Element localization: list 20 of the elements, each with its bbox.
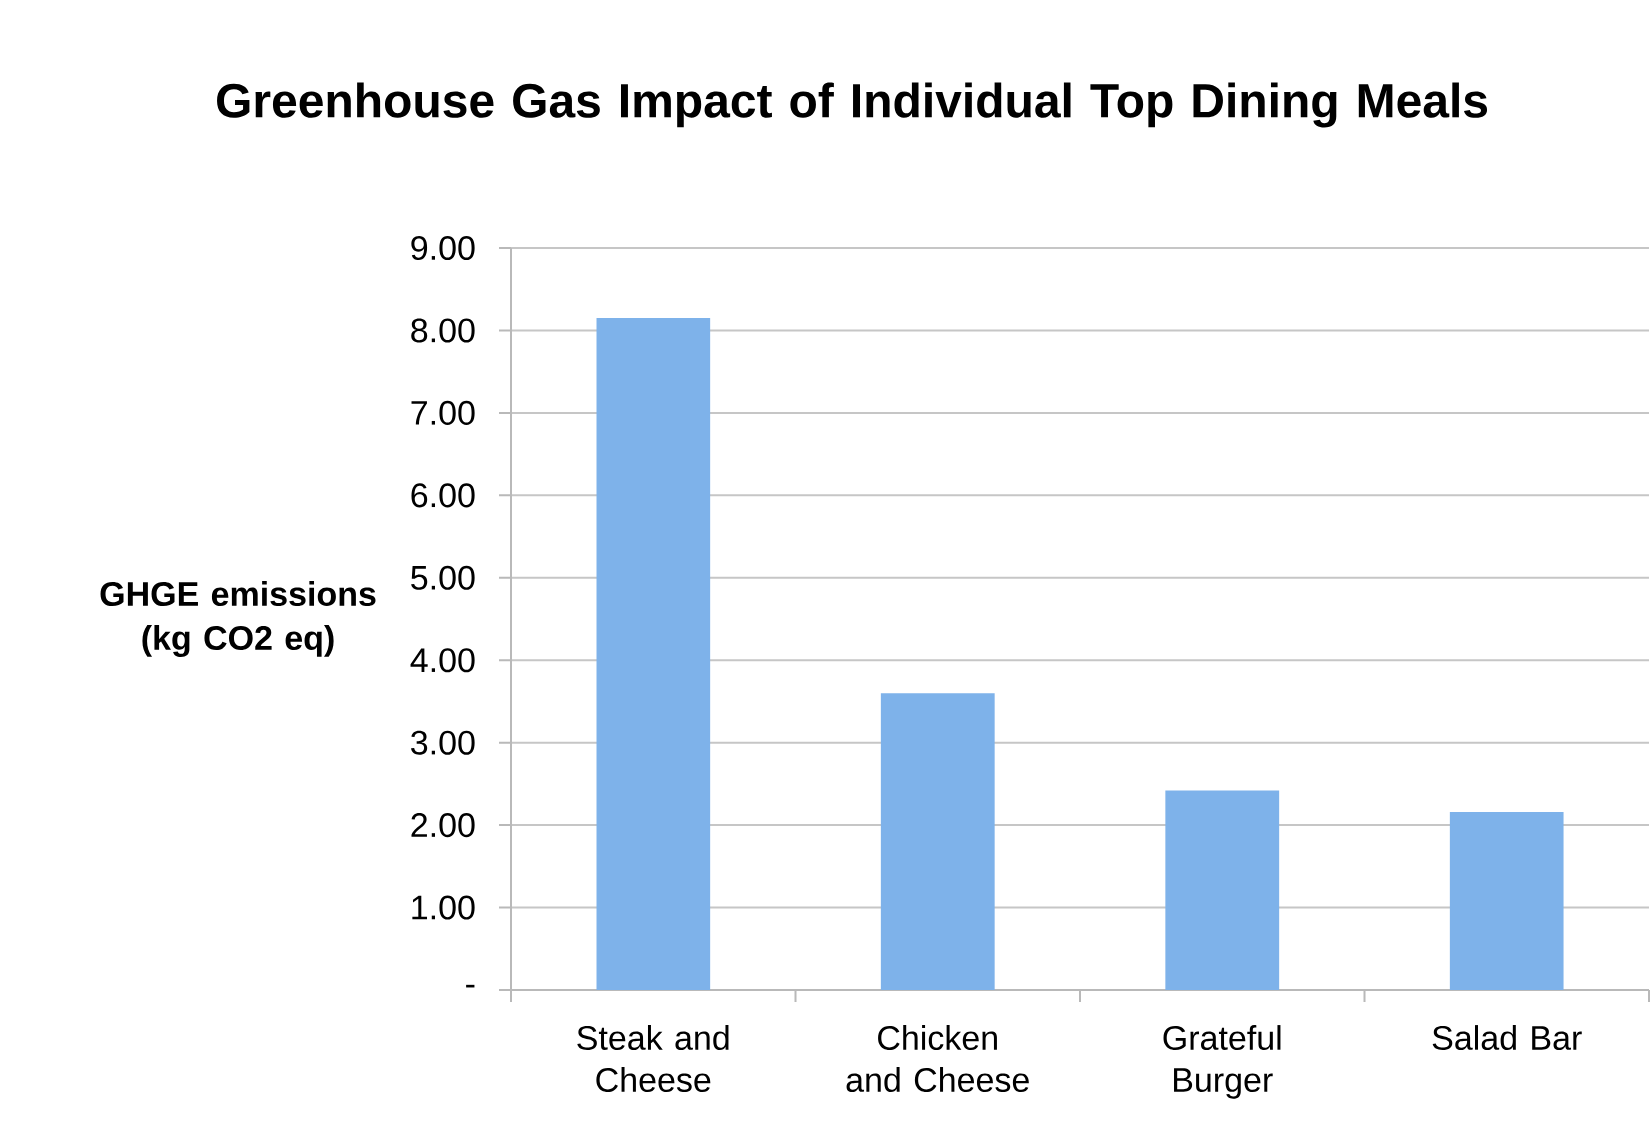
x-tick-label: Chicken and Cheese (846, 1025, 1029, 1093)
bar (596, 318, 711, 990)
y-tick-label: - (466, 984, 475, 988)
y-tick-label: 8.00 (411, 318, 475, 343)
y-tick-label: 4.00 (410, 648, 475, 673)
x-tick-label: Steak and Cheese (577, 1025, 729, 1093)
x-tick-label: Grateful Burger (1163, 1025, 1281, 1099)
y-tick-label: 2.00 (411, 813, 475, 838)
chart-title: Greenhouse Gas Impact of Individual Top Dining Meals (217, 82, 1488, 128)
y-tick-label: 9.00 (411, 235, 475, 261)
bar (1165, 790, 1280, 990)
bar (1449, 811, 1564, 990)
y-tick-label: 3.00 (411, 730, 475, 755)
y-tick-label: 1.00 (412, 895, 475, 920)
y-tick-label: 7.00 (411, 400, 475, 425)
y-tick-label: 5.00 (411, 565, 475, 590)
y-tick-label: 6.00 (411, 483, 475, 508)
y-axis-title: GHGE emissions (kg CO2 eq) (100, 581, 376, 657)
bar (880, 693, 995, 990)
x-tick-label: Salad Bar (1432, 1025, 1582, 1051)
